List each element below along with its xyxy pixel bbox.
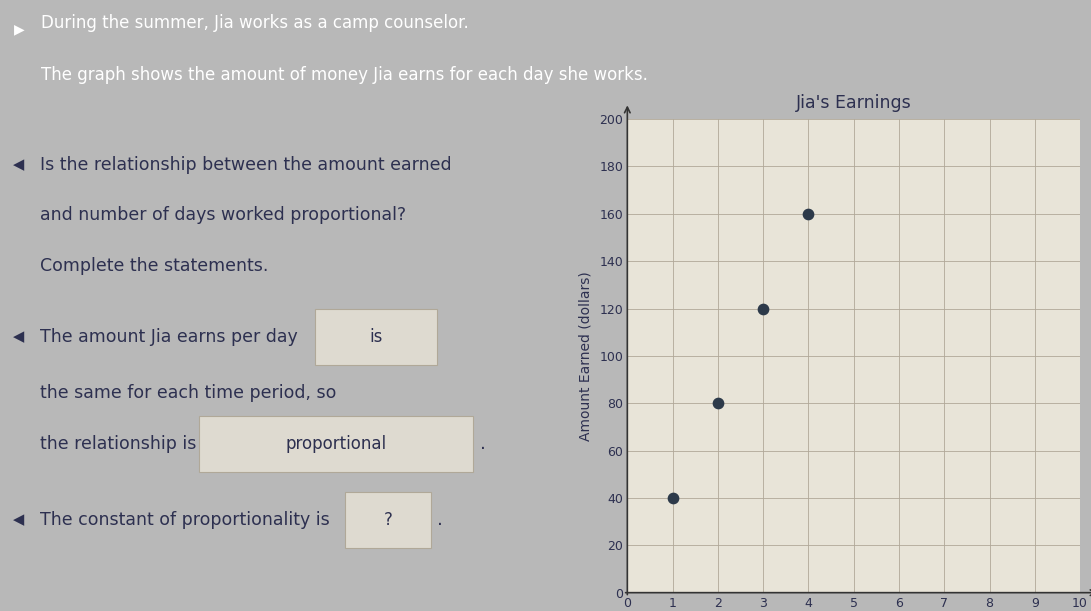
- Text: is: is: [369, 328, 383, 346]
- FancyBboxPatch shape: [345, 492, 431, 547]
- Text: and number of days worked proportional?: and number of days worked proportional?: [39, 207, 406, 224]
- Text: the same for each time period, so: the same for each time period, so: [39, 384, 336, 402]
- FancyBboxPatch shape: [199, 415, 473, 472]
- Title: Jia's Earnings: Jia's Earnings: [795, 94, 912, 112]
- Text: .: .: [436, 510, 443, 529]
- Text: Is the relationship between the amount earned: Is the relationship between the amount e…: [39, 156, 452, 174]
- Text: ◀︎: ◀︎: [13, 157, 25, 172]
- Text: .: .: [480, 434, 485, 453]
- Text: Complete the statements.: Complete the statements.: [39, 257, 268, 275]
- Point: [709, 398, 727, 408]
- Text: proportional: proportional: [286, 434, 386, 453]
- Text: ▶: ▶: [14, 22, 25, 36]
- Text: ◀︎: ◀︎: [13, 330, 25, 345]
- Point: [754, 304, 771, 313]
- Text: The constant of proportionality is: The constant of proportionality is: [39, 511, 329, 529]
- FancyBboxPatch shape: [314, 309, 436, 365]
- Text: ◀︎: ◀︎: [13, 512, 25, 527]
- Point: [800, 209, 817, 219]
- Y-axis label: Amount Earned (dollars): Amount Earned (dollars): [578, 271, 592, 441]
- Point: [663, 493, 681, 503]
- Text: During the summer, Jia works as a camp counselor.: During the summer, Jia works as a camp c…: [41, 14, 469, 32]
- Text: ?: ?: [384, 511, 393, 529]
- Text: The graph shows the amount of money Jia earns for each day she works.: The graph shows the amount of money Jia …: [41, 66, 648, 84]
- Text: The amount Jia earns per day: The amount Jia earns per day: [39, 328, 298, 346]
- Text: the relationship is: the relationship is: [39, 434, 196, 453]
